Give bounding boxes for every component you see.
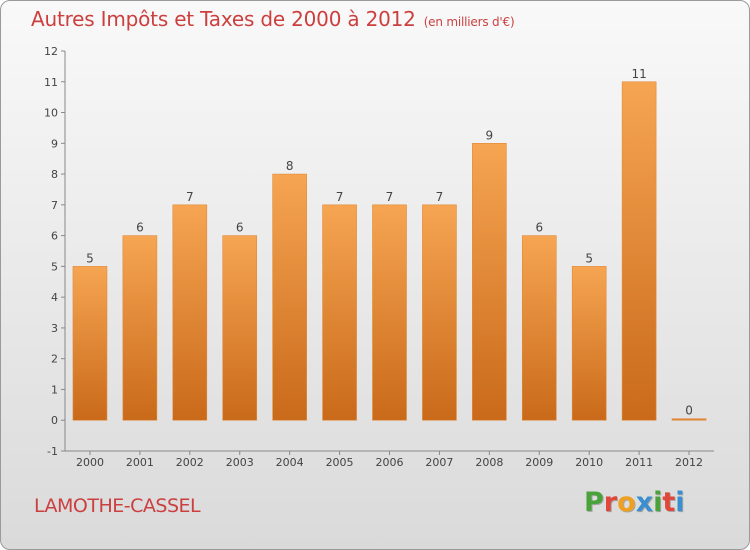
bar-value-label: 7 [336,190,344,204]
bar-value-label: 7 [436,190,444,204]
x-tick-label: 2000 [76,456,104,469]
bar-value-label: 6 [236,221,244,235]
bar-value-label: 5 [86,251,94,265]
x-tick-label: 2001 [126,456,154,469]
bar [422,204,457,421]
bar [222,235,258,421]
logo-letter: i [653,487,663,518]
x-tick-label: 2011 [625,456,653,469]
y-tick-label: 2 [51,353,58,366]
bar-value-label: 7 [186,190,194,204]
y-tick-label: 12 [44,45,58,58]
bar [671,418,707,421]
bar [322,204,357,421]
x-tick-label: 2009 [525,456,553,469]
bar [472,143,507,421]
y-tick-label: 3 [51,322,58,335]
y-tick-label: 6 [51,230,58,243]
logo-letter: t [662,487,676,518]
y-tick-label: 11 [44,76,58,89]
bar-value-label: 0 [685,404,693,418]
bar [621,81,657,421]
bar [272,173,307,421]
x-tick-label: 2010 [575,456,603,469]
commune-name: LAMOTHE-CASSEL [34,495,201,517]
logo-letter: r [603,487,618,518]
bar [521,235,557,421]
y-tick-label: 5 [51,260,58,273]
x-tick-label: 2008 [475,456,503,469]
x-tick-label: 2004 [276,456,304,469]
title-main: Autres Impôts et Taxes de 2000 à 2012 [31,7,416,31]
bar-value-label: 7 [386,190,394,204]
y-tick-label: 4 [51,291,58,304]
y-tick-label: 9 [51,137,58,150]
bar-value-label: 6 [136,221,144,235]
x-tick-label: 2007 [425,456,453,469]
y-tick-label: 8 [51,168,58,181]
bar [172,204,208,421]
y-tick-label: 7 [51,199,58,212]
proxiti-logo: Proxiti [584,487,685,518]
logo-letter: i [675,487,685,518]
data-labels: 5 6 7 6 8 7 7 7 9 6 5 11 0 [86,67,693,418]
bar [72,266,108,421]
x-tick-label: 2012 [675,456,703,469]
logo-letter: o [617,487,636,518]
y-tick-label: 1 [51,383,58,396]
chart-title: Autres Impôts et Taxes de 2000 à 2012 (en… [31,7,515,31]
bars [72,81,707,421]
logo-letter: P [584,487,604,518]
bar-value-label: 9 [486,128,494,142]
logo-letter: x [635,487,654,518]
bar-value-label: 6 [535,221,543,235]
y-tick-label: 10 [44,107,58,120]
x-tick-label: 2006 [376,456,404,469]
bar [372,204,407,421]
y-tick-label: -1 [47,445,58,458]
bar-value-label: 8 [286,159,294,173]
bar [122,235,158,421]
x-tick-label: 2003 [226,456,254,469]
bar [571,266,607,421]
x-tick-label: 2002 [176,456,204,469]
bar-value-label: 11 [631,67,646,81]
title-unit: (en milliers d'€) [423,15,515,29]
y-tick-label: 0 [51,414,58,427]
x-tick-label: 2005 [326,456,354,469]
bar-value-label: 5 [585,251,593,265]
